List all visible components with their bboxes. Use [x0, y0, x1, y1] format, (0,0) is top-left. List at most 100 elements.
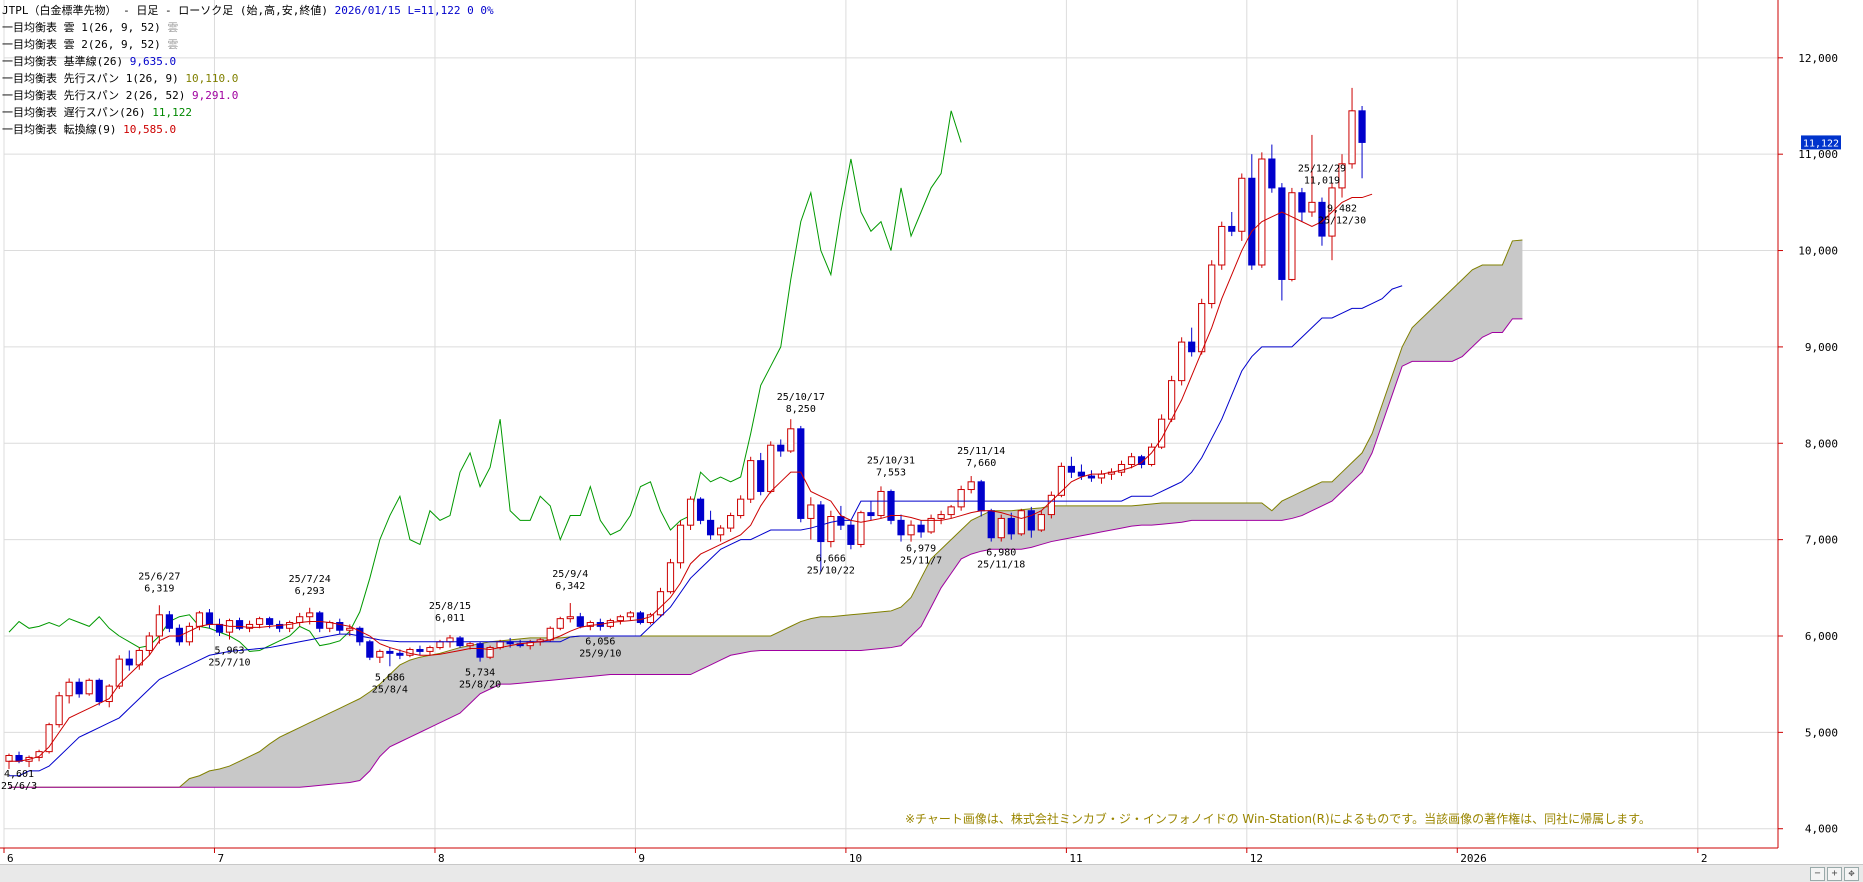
y-tick-label: 5,000	[1805, 726, 1838, 739]
y-tick-label: 11,000	[1798, 148, 1838, 161]
candle-body	[857, 512, 865, 545]
price-annotation: 6,979	[906, 544, 936, 555]
price-annotation: 25/7/24	[289, 574, 331, 585]
price-annotation: 6,293	[295, 586, 325, 597]
price-annotation: 25/10/17	[777, 392, 825, 403]
candle-body	[977, 481, 985, 512]
candle-body	[376, 650, 384, 658]
candle-body	[787, 428, 795, 452]
candle-body	[907, 524, 915, 536]
legend-item[interactable]: 一目均衡表 転換線(9) 10,585.0	[2, 123, 177, 136]
legend-item[interactable]: 一目均衡表 先行スパン 1(26, 9) 10,110.0	[2, 72, 239, 85]
candle-body	[807, 504, 815, 519]
candle-body	[1248, 177, 1256, 266]
candle-body	[1338, 163, 1346, 189]
candle-body	[255, 618, 264, 625]
candle-body	[75, 681, 83, 695]
candle-body	[466, 643, 474, 647]
candle-body	[847, 524, 855, 545]
candle-body	[767, 444, 775, 492]
candle-body	[696, 498, 705, 521]
x-tick-label: 7	[217, 852, 224, 865]
candle-body	[1358, 110, 1366, 143]
candle-body	[185, 625, 194, 643]
legend-item[interactable]: 一目均衡表 先行スパン 2(26, 52) 9,291.0	[2, 89, 239, 102]
candle-body	[827, 516, 835, 543]
candle-body	[1087, 475, 1096, 479]
candle-body	[165, 614, 173, 629]
candle-body	[245, 623, 254, 629]
y-tick-label: 6,000	[1805, 630, 1838, 643]
candle-body	[235, 620, 244, 629]
candle-body	[1278, 187, 1286, 280]
price-annotation: 25/12/30	[1318, 216, 1366, 227]
candle-body	[636, 612, 645, 624]
zoom-out-icon[interactable]: −	[1810, 867, 1825, 881]
x-tick-label: 12	[1250, 852, 1263, 865]
horizontal-scrollbar[interactable]	[0, 864, 1863, 882]
price-annotation: 25/11/18	[977, 560, 1025, 571]
zoom-in-icon[interactable]: +	[1827, 867, 1842, 881]
candle-body	[396, 652, 404, 656]
tenkan-line	[9, 193, 1373, 762]
price-annotation: 25/10/22	[807, 565, 855, 576]
legend-item[interactable]: 一目均衡表 遅行スパン(26) 11,122	[2, 106, 193, 119]
legend-item[interactable]: 一目均衡表 雲 1(26, 9, 52) 雲	[2, 21, 179, 34]
candle-body	[1218, 225, 1226, 266]
candle-body	[416, 648, 424, 652]
candle-body	[1168, 380, 1176, 420]
price-annotation: 4,601	[4, 769, 34, 780]
price-annotation: 25/11/14	[957, 446, 1005, 457]
candle-body	[5, 754, 13, 762]
candle-body	[1308, 201, 1316, 213]
candle-body	[125, 658, 133, 666]
price-annotation: 6,342	[555, 581, 585, 592]
price-annotation: 9,482	[1327, 204, 1357, 215]
zoom-tools: − + ✥	[1808, 866, 1859, 881]
candle-body	[1268, 158, 1276, 189]
legend-item[interactable]: 一目均衡表 雲 2(26, 9, 52) 雲	[2, 38, 179, 51]
x-tick-label: 8	[438, 852, 445, 865]
price-annotation: 25/6/3	[1, 781, 37, 792]
header-pct: 0%	[480, 4, 494, 17]
candle-body	[917, 524, 925, 533]
candle-body	[616, 616, 624, 622]
price-annotation: 25/7/10	[208, 658, 250, 669]
candle-body	[446, 637, 454, 643]
legend-item[interactable]: 一目均衡表 基準線(26) 9,635.0	[2, 55, 177, 68]
candle-body	[666, 562, 675, 593]
candle-body	[1178, 341, 1186, 382]
candle-body	[706, 519, 715, 536]
kijun-line	[9, 285, 1403, 777]
candle-body	[145, 635, 153, 651]
price-annotation: 25/8/20	[459, 680, 501, 691]
candle-body	[85, 679, 93, 695]
candle-body	[947, 506, 955, 516]
candle-body	[1067, 465, 1076, 473]
candle-body	[1137, 456, 1146, 465]
candle-body	[937, 514, 945, 519]
candle-body	[286, 622, 294, 629]
candle-body	[35, 751, 43, 758]
candle-body	[1298, 192, 1306, 213]
candle-body	[386, 650, 394, 654]
move-icon[interactable]: ✥	[1844, 867, 1859, 881]
price-annotation: 5,963	[214, 646, 244, 657]
price-annotation: 7,660	[966, 458, 996, 469]
price-annotation: 5,686	[375, 672, 405, 683]
candle-body	[727, 515, 735, 529]
price-annotation: 6,319	[144, 583, 174, 594]
candle-body	[747, 460, 755, 500]
candle-body	[867, 512, 875, 517]
x-tick-label: 2	[1701, 852, 1708, 865]
candle-body	[877, 490, 885, 517]
candle-body	[1057, 465, 1065, 496]
candle-body	[586, 622, 594, 627]
candle-body	[426, 647, 434, 652]
candle-body	[1238, 177, 1246, 232]
candle-body	[1288, 192, 1296, 280]
price-annotation: 25/8/4	[372, 684, 408, 695]
candle-body	[1047, 494, 1055, 516]
candle-body	[296, 616, 304, 624]
